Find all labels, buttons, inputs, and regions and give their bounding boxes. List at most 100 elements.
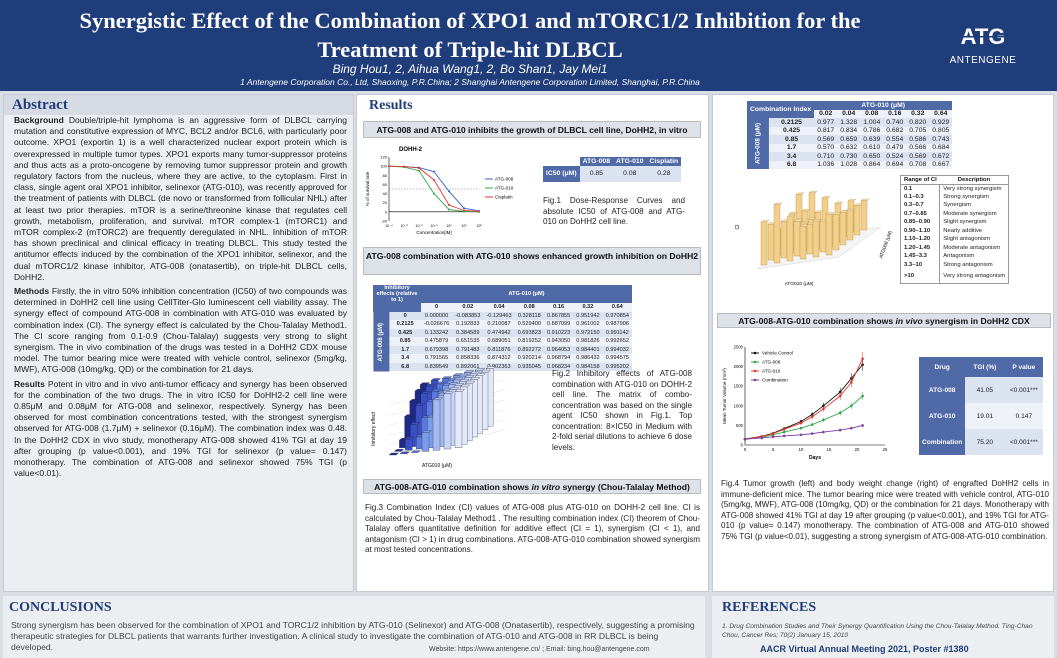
ci-col-group: ATG-010 (μM) (814, 101, 953, 110)
ci-value: 0.632 (840, 144, 858, 152)
poster-header: Synergistic Effect of the Combination of… (0, 0, 1057, 91)
fig1-title-bar: ATG-008 and ATG-010 inhibits the growth … (363, 121, 701, 138)
fig2-bar-top (414, 388, 425, 392)
fig4-point (810, 413, 814, 416)
fig1-point (418, 166, 420, 169)
fig3-bar (799, 226, 807, 260)
inhib-row-group-blank (373, 303, 421, 312)
fig4-series-line (744, 364, 863, 440)
ci-value: 0.569 (909, 152, 927, 160)
fig2-bar-top (404, 414, 415, 417)
fig3-y-label: CI (735, 225, 741, 230)
inhib-col-header: 0.02 (452, 303, 484, 312)
fig3-bar (832, 214, 840, 251)
ic50-value: 0.28 (657, 170, 671, 177)
fig2-bar-top (485, 366, 497, 369)
range-description: Synergism (943, 202, 972, 209)
fig1-y-tick: 100 (380, 164, 387, 169)
fig4-point (771, 435, 775, 439)
results-panel: Results ATG-008 and ATG-010 inhibits the… (356, 94, 709, 592)
tumor-growth-chart: 0 500 1000 1500 2000 2500 0 5 10 15 20 25 Days Mean T… (722, 345, 888, 462)
fig3-bar (853, 205, 861, 236)
range-value: 0.85–0.90 (900, 218, 941, 227)
fig2-bar-top (409, 399, 420, 402)
fig3-bar (846, 209, 854, 241)
ci-col-header: 0.02 (814, 109, 838, 118)
fig4-point (850, 426, 853, 430)
ci-range-table: Range of CI Description 0.1 Very strong s… (900, 175, 1010, 284)
fig1-point (478, 210, 480, 213)
inhib-col-header: 0.08 (514, 303, 544, 312)
ci-body: ATG-008 (μM) 0.2125 0.977 1.328 1.004 0.740 0.… (747, 118, 953, 169)
fig4-point (799, 426, 803, 430)
inhib-col-header-row: 0 0.02 0.04 0.08 0.16 0.32 0.64 (373, 303, 632, 312)
fig3-title-bar: ATG-008-ATG-010 combination shows in vit… (363, 479, 701, 494)
fig2-bar-top (436, 381, 447, 385)
fig4-caption: Fig.4 Tumor growth (left) and body weigh… (721, 479, 1049, 541)
fig1-caption: Fig.1 Dose-Response Curves and absolute … (543, 196, 685, 226)
inhib-group-row: Inhibitory effects (relative to 1) ATG-0… (373, 285, 632, 303)
fig4-point (782, 434, 786, 438)
fig4-series-line (744, 424, 863, 440)
fig3-bar-top (807, 217, 817, 220)
fig4-x-tick: 5 (772, 447, 775, 452)
inhib-row-label: 1.7 (401, 346, 410, 353)
inhib-value: 0.210087 (487, 321, 511, 328)
ci-value: 0.682 (886, 127, 904, 135)
fig4-point (771, 432, 775, 435)
range-description: Nearly additive (943, 227, 983, 234)
ic50-value: 0.85 (589, 170, 603, 177)
fig1-point (418, 169, 420, 172)
inhib-value: 0.984401 (576, 346, 600, 353)
fig2-bar-top (415, 403, 426, 406)
range-row: 1.20–1.45 Moderate antagonism (900, 243, 1009, 252)
fig4-series-line (744, 358, 864, 440)
tgi-drug: ATG-008 (919, 377, 966, 403)
fig4-point (822, 418, 825, 422)
range-row: 0.90–1.10 Nearly additive (900, 226, 1009, 235)
fig4-point (822, 407, 825, 411)
fig3-bar-top (760, 220, 770, 223)
inhib-value: 0.961002 (576, 321, 600, 328)
inhib-value: 0.951942 (576, 312, 600, 319)
tgi-col-header: Drug (919, 357, 966, 377)
inhib-value: 0.693823 (517, 329, 541, 336)
ic50-col-header: ATG-010 (613, 157, 647, 166)
ci-row-label: 6.8 (786, 161, 797, 169)
fig1-point (388, 165, 390, 168)
range-col-header: Range of CI (900, 175, 940, 185)
logo-text: ANTENGENE (949, 55, 1017, 66)
fig2-bar-top (464, 375, 475, 378)
fig3-bar-top (821, 196, 831, 199)
inhib-value: 0.935045 (517, 363, 541, 370)
range-row: 1.45–3.3 Antagonism (900, 252, 1009, 261)
fig4-point (822, 430, 825, 434)
references-heading: REFERENCES (722, 600, 817, 615)
range-row: 0.1–0.3 Strong synergism (900, 192, 1009, 201)
ci-row-label: 0.85 (784, 135, 799, 143)
fig2-bar-top (459, 379, 470, 382)
inhib-row-label: 3.4 (401, 355, 410, 362)
inhib-value: 0.474942 (487, 329, 511, 336)
fig4-x-tick: 0 (744, 447, 747, 452)
authors: Bing Hou1, 2, Aihua Wang1, 2, Bo Shan1, … (332, 62, 608, 76)
fig2-x-label: ATG010 (μM) (422, 463, 452, 469)
ci-col-header-row: 0.02 0.04 0.08 0.16 0.32 0.64 (747, 109, 953, 118)
fig4-legend-marker (753, 360, 757, 364)
range-value: 3.3–10 (900, 260, 941, 269)
range-description: Moderate synergism (943, 210, 997, 217)
ci-value: 0.977 (817, 118, 835, 126)
tgi-col-header: TGI (%) (965, 357, 1005, 377)
inhib-value: -0.129463 (486, 312, 512, 319)
fig2-bar-top (443, 391, 454, 394)
inhib-value: 0.874312 (487, 355, 511, 362)
website-contact[interactable]: Website: https://www.antengene.cn/ ; Ema… (429, 646, 650, 653)
fig1-x-tick: 10⁻² (415, 224, 423, 228)
fig4-point (822, 404, 825, 408)
fig1-title: ATG-008 and ATG-010 inhibits the growth … (376, 125, 688, 135)
fig4-point (810, 432, 814, 435)
fig4-legend-label: ATG-008 (762, 360, 781, 365)
results-label: Results (14, 378, 45, 389)
right-results-panel: Combination Index ATG-010 (μM) 0.02 0.04 0… (712, 94, 1054, 592)
